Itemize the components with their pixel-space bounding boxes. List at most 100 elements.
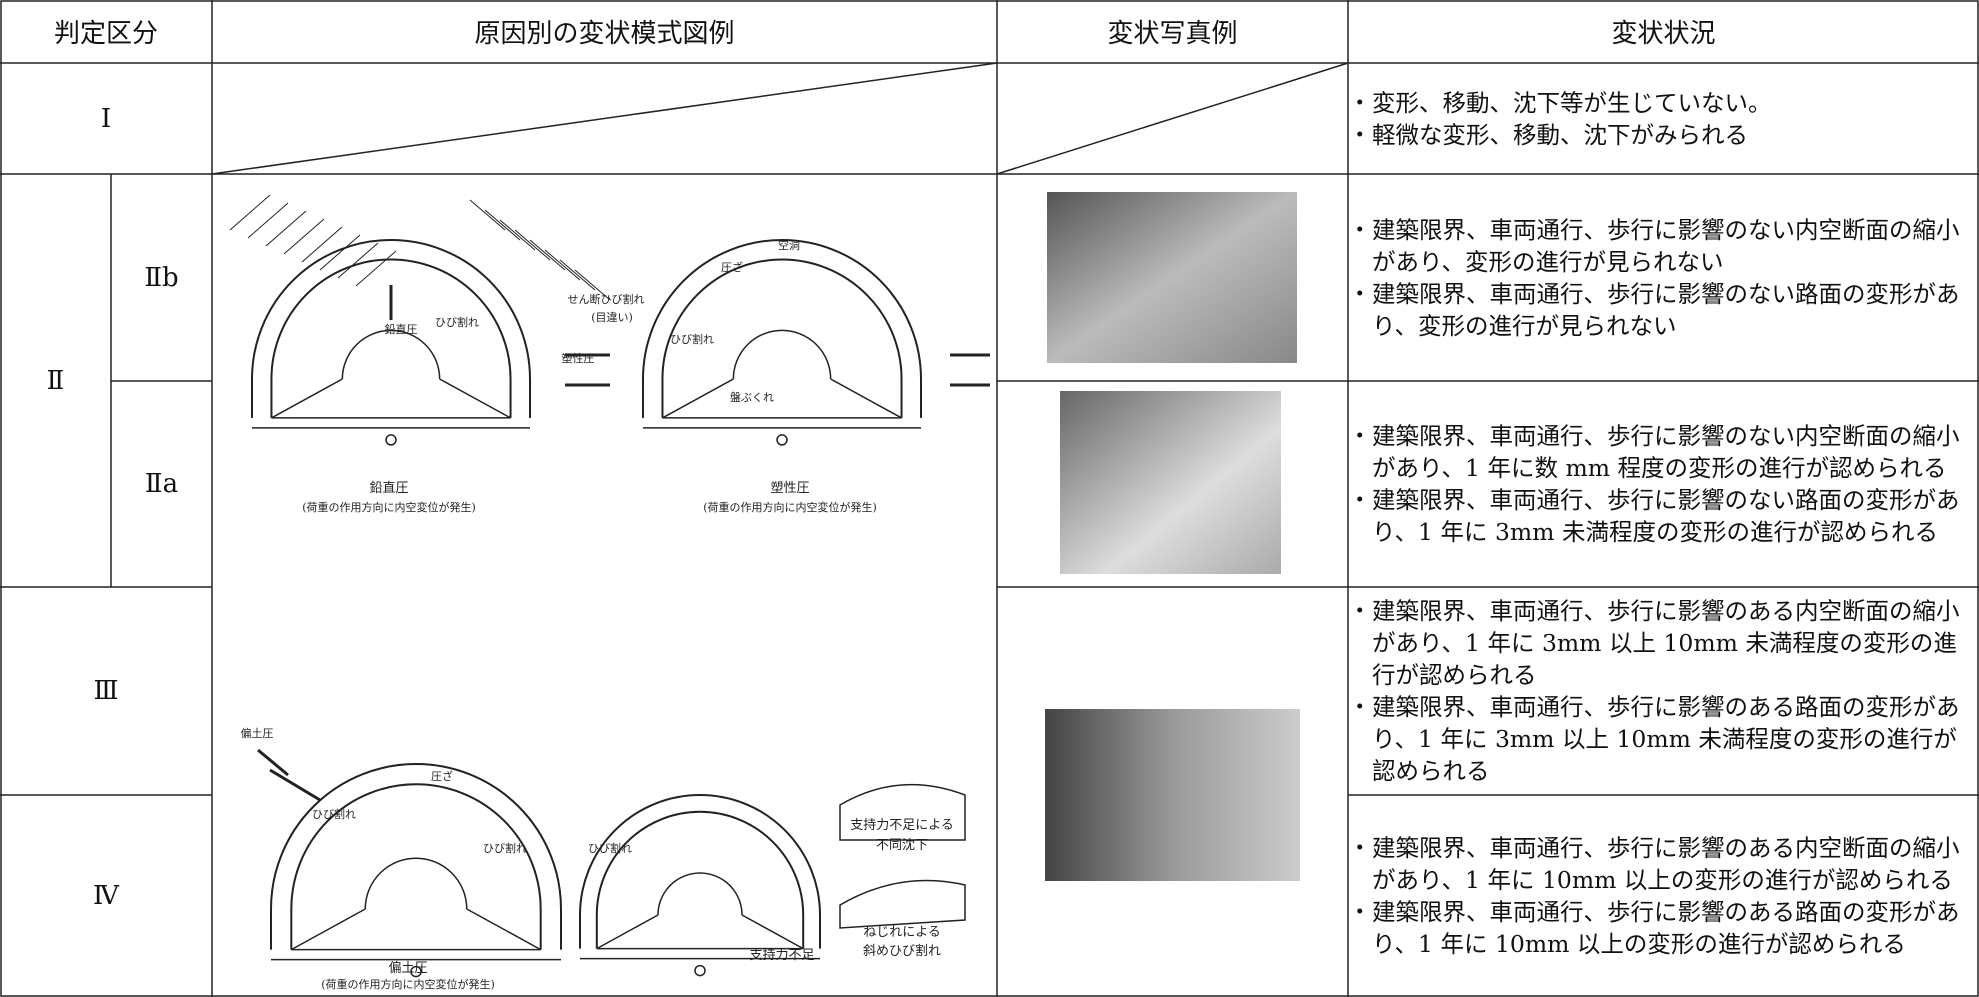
tunnel-floor — [271, 908, 561, 961]
status-item: 建築限界、車両通行、歩行に影響のある内空断面の縮小があり、1 年に 10mm 以… — [1348, 832, 1979, 896]
status-list: 建築限界、車両通行、歩行に影響のある内空断面の縮小があり、1 年に 3mm 以上… — [1348, 595, 1979, 787]
diagram-label: 支持力不足 — [749, 948, 814, 963]
status-item: 建築限界、車両通行、歩行に影響のない内空断面の縮小があり、1 年に数 mm 程度… — [1348, 420, 1979, 484]
ground-hatch — [514, 229, 551, 261]
tunnel-floor — [580, 914, 820, 960]
diagram-label: 塑性圧 — [562, 351, 595, 365]
ground-hatch — [265, 210, 307, 247]
diagram-label: 圧ざ — [431, 769, 453, 783]
diagram-label: ひび割れ — [588, 841, 632, 855]
diagram-label: 鉛直圧 — [369, 481, 408, 496]
status-cell: 建築限界、車両通行、歩行に影響のない内空断面の縮小があり、1 年に数 mm 程度… — [1348, 381, 1979, 587]
diagram-label: 空洞 — [778, 238, 800, 252]
status-list: 建築限界、車両通行、歩行に影響のない内空断面の縮小があり、変形の進行が見られない… — [1348, 214, 1979, 342]
arrow — [257, 748, 289, 777]
status-item: 建築限界、車両通行、歩行に影響のある路面の変形があり、1 年に 10mm 以上の… — [1348, 896, 1979, 960]
grade: Ⅲ — [93, 676, 119, 706]
grade: Ⅰ — [100, 103, 112, 134]
status-cell: 建築限界、車両通行、歩行に影響のない内空断面の縮小があり、変形の進行が見られない… — [1348, 174, 1979, 381]
photo — [1060, 391, 1281, 574]
drain — [776, 434, 788, 446]
diagram-label: 塑性圧 — [770, 481, 809, 496]
status-cell: 建築限界、車両通行、歩行に影響のある内空断面の縮小があり、1 年に 3mm 以上… — [1348, 587, 1979, 795]
tunnel-floor — [643, 378, 921, 429]
status-list: 建築限界、車両通行、歩行に影響のある内空断面の縮小があり、1 年に 10mm 以… — [1348, 832, 1979, 960]
drain — [385, 434, 397, 446]
header-cell: 原因別の変状模式図例 — [474, 19, 735, 49]
status-item: 建築限界、車両通行、歩行に影響のある内空断面の縮小があり、1 年に 3mm 以上… — [1348, 595, 1979, 691]
diagram-label: (荷重の作用方向に内空変位が発生) — [321, 977, 495, 991]
photo — [1047, 192, 1297, 363]
tunnel-bore — [657, 872, 743, 916]
header-cell: 変状状況 — [1611, 19, 1716, 49]
ground-hatch — [355, 250, 397, 287]
drain — [410, 965, 422, 978]
diagram-label: 圧ざ — [721, 260, 743, 274]
status-list: 建築限界、車両通行、歩行に影響のない内空断面の縮小があり、1 年に数 mm 程度… — [1348, 420, 1979, 548]
header-cell: 判定区分 — [53, 19, 158, 49]
ground-hatch — [283, 218, 325, 255]
diagram-label: ひび割れ — [670, 332, 714, 346]
tunnel-bore — [341, 329, 441, 380]
status-item: 建築限界、車両通行、歩行に影響のない路面の変形があり、1 年に 3mm 未満程度… — [1348, 484, 1979, 548]
diagram-label: 不同沈下 — [876, 838, 928, 853]
diagrams — [229, 194, 990, 978]
diagram-label: ひび割れ — [312, 807, 356, 821]
grade: Ⅱa — [144, 469, 179, 499]
status-item: 建築限界、車両通行、歩行に影響のない路面の変形があり、変形の進行が見られない — [1348, 278, 1979, 342]
ground-hatch — [337, 242, 379, 279]
photo — [1045, 709, 1300, 881]
tunnel-outer — [251, 239, 531, 418]
diagram-label: 偏土圧 — [388, 961, 427, 976]
diagram-label: (目違い) — [591, 311, 633, 324]
tunnel-bore — [364, 857, 468, 910]
grade: Ⅱb — [144, 262, 179, 293]
diagram-label: ひび割れ — [435, 315, 479, 329]
ground-hatch — [247, 202, 289, 239]
status-item: 建築限界、車両通行、歩行に影響のない内空断面の縮小があり、変形の進行が見られない — [1348, 214, 1979, 278]
tunnel-outer — [642, 239, 922, 418]
tunnel-bore — [732, 329, 832, 380]
tunnel-outer — [270, 763, 562, 950]
diagram-label: せん断ひび割れ — [568, 292, 645, 306]
diagram-label: 支持力不足による — [850, 818, 954, 833]
status-cell: 変形、移動、沈下等が生じていない。軽微な変形、移動、沈下がみられる — [1348, 63, 1979, 174]
ground-hatch — [301, 226, 343, 263]
ground-hatch — [469, 199, 506, 231]
status-cell: 建築限界、車両通行、歩行に影響のある内空断面の縮小があり、1 年に 10mm 以… — [1348, 795, 1979, 997]
grade: Ⅱ — [46, 365, 65, 396]
ground-hatch — [499, 219, 536, 251]
diagram-label: 斜めひび割れ — [863, 943, 941, 959]
diagram-label: 偏土圧 — [241, 726, 274, 740]
tunnel-inner — [290, 783, 542, 950]
ground-hatch — [229, 194, 271, 231]
diagram-label: ひび割れ — [483, 841, 527, 855]
diagram-label: (荷重の作用方向に内空変位が発生) — [703, 500, 877, 514]
diagram-label: 盤ぶくれ — [730, 391, 774, 404]
diagram-label: 鉛直圧 — [385, 322, 418, 336]
tunnel-outer — [579, 794, 821, 949]
ground-hatch — [529, 239, 566, 271]
tunnel-floor — [252, 378, 530, 429]
grade: Ⅳ — [93, 881, 119, 911]
drain — [694, 964, 706, 977]
ground-hatch — [559, 259, 596, 291]
diagram-label: (荷重の作用方向に内空変位が発生) — [302, 500, 476, 514]
status-item: 変形、移動、沈下等が生じていない。 — [1348, 87, 1771, 119]
diagram-label: ねじれによる — [863, 925, 941, 940]
tunnel-inner — [595, 810, 805, 949]
segment-sketch — [839, 783, 966, 841]
segment-sketch — [839, 879, 966, 929]
header-cell: 変状写真例 — [1107, 19, 1238, 49]
ground-hatch — [544, 249, 581, 281]
tunnel-inner — [661, 258, 903, 418]
arrow — [269, 768, 321, 802]
tunnel-inner — [270, 258, 512, 418]
status-item: 建築限界、車両通行、歩行に影響のある路面の変形があり、1 年に 3mm 以上 1… — [1348, 691, 1979, 787]
status-item: 軽微な変形、移動、沈下がみられる — [1348, 119, 1772, 151]
ground-hatch — [319, 234, 361, 271]
ground-hatch — [484, 209, 521, 241]
status-list: 変形、移動、沈下等が生じていない。軽微な変形、移動、沈下がみられる — [1348, 87, 1772, 151]
